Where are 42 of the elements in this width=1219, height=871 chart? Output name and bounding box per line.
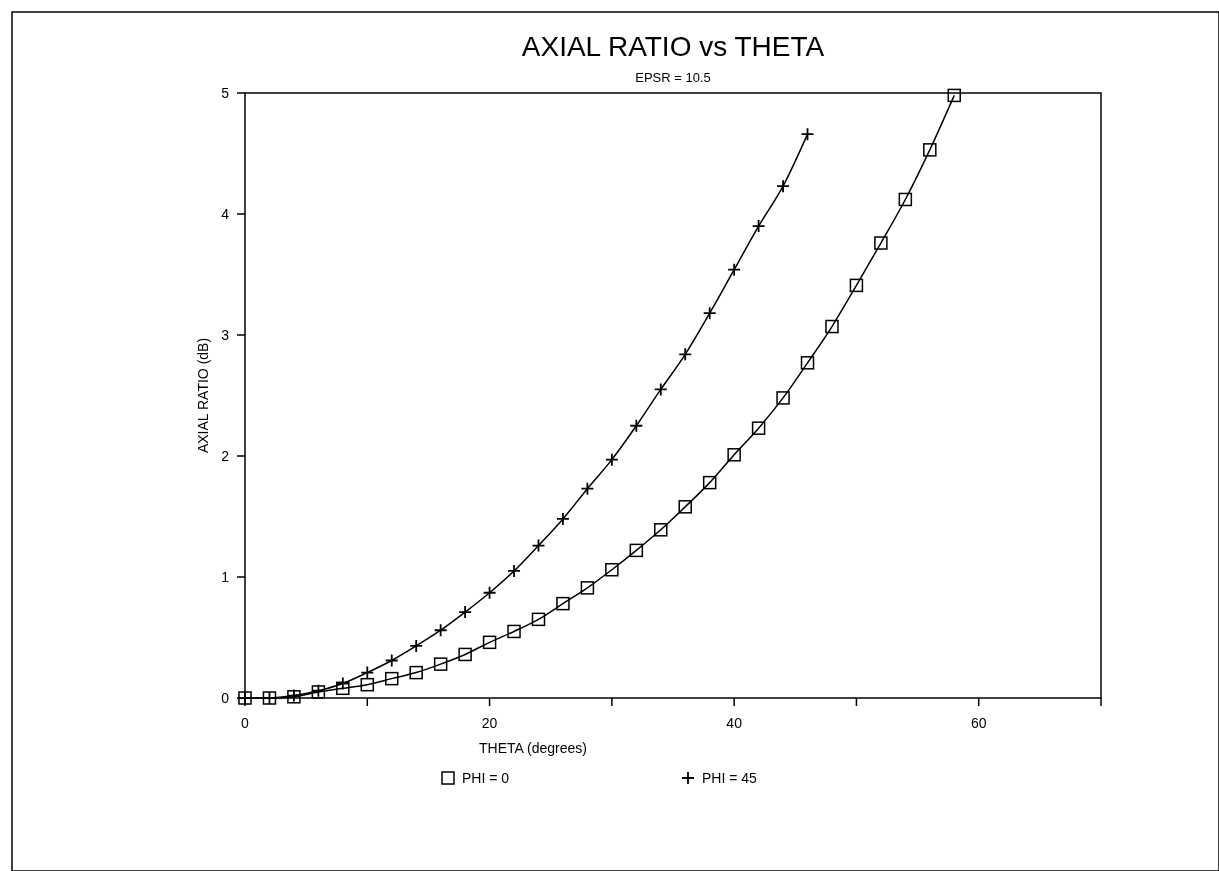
x-tick-label: 60 <box>970 715 987 731</box>
point <box>654 523 668 537</box>
point <box>384 671 399 686</box>
point <box>482 635 497 650</box>
point <box>336 681 350 696</box>
legend-label: PHI = 45 <box>702 770 758 786</box>
point <box>409 665 423 680</box>
point <box>947 88 962 103</box>
point <box>825 319 839 334</box>
x-axis-title: THETA (degrees) <box>479 740 587 756</box>
point <box>605 562 619 577</box>
y-tick-label: 0 <box>221 690 230 706</box>
y-tick-label: 5 <box>221 85 230 101</box>
x-tick-label: 20 <box>481 715 498 731</box>
point <box>849 278 864 293</box>
point <box>556 596 570 611</box>
point <box>360 677 375 692</box>
point <box>531 612 546 627</box>
point <box>800 356 815 370</box>
point <box>678 500 692 514</box>
x-tick-label: 40 <box>726 715 743 731</box>
point <box>629 543 644 558</box>
chart-subtitle: EPSR = 10.5 <box>635 70 711 85</box>
point <box>898 192 913 207</box>
point <box>433 657 448 671</box>
point <box>702 475 717 490</box>
point <box>751 421 766 435</box>
point <box>507 624 521 639</box>
chart-title: AXIAL RATIO vs THETA <box>521 31 825 62</box>
y-axis-title: AXIAL RATIO (dB) <box>195 337 211 454</box>
y-tick-label: 4 <box>221 206 230 222</box>
legend-label: PHI = 0 <box>462 770 510 786</box>
y-tick-label: 1 <box>221 569 230 585</box>
point <box>776 391 790 405</box>
point <box>727 448 741 462</box>
y-tick-label: 3 <box>221 327 230 343</box>
point <box>923 143 937 157</box>
y-tick-label: 2 <box>221 448 230 464</box>
point <box>580 581 595 595</box>
x-tick-label: 0 <box>241 715 250 731</box>
point <box>458 647 472 662</box>
point <box>874 236 888 250</box>
